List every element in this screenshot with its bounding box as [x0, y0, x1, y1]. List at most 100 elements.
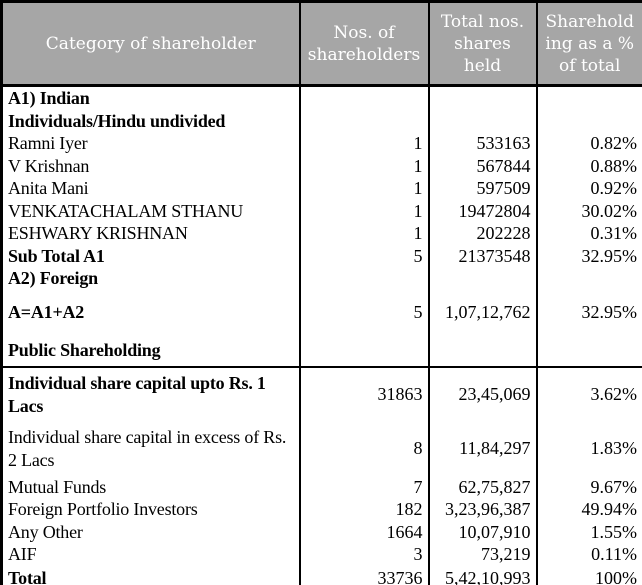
shareholders-cell: 1: [298, 177, 429, 200]
category-cell: Anita Mani: [8, 178, 89, 198]
shares-cell: 23,45,069: [427, 365, 537, 422]
pct-cell: 49.94%: [535, 498, 642, 521]
table-row: V Krishnan 1 567844 0.88%: [2, 154, 642, 177]
table-row: Individual share capital upto Rs. 1 Lacs…: [1, 365, 642, 422]
pct-cell: [535, 109, 642, 132]
category-cell: AIF: [8, 544, 37, 564]
category-cell: Individual share capital upto Rs. 1 Lacs: [1, 365, 300, 422]
shareholders-cell: 182: [298, 498, 429, 521]
shareholders-cell: [298, 335, 429, 367]
shares-cell: [427, 85, 537, 110]
table-row: A=A1+A2 5 1,07,12,762 32.95%: [2, 299, 642, 324]
table-row: Ramni Iyer 1 533163 0.82%: [2, 132, 642, 155]
shareholders-cell: 1: [298, 154, 429, 177]
pct-cell: 32.95%: [535, 244, 642, 267]
col-header-shares-held: Total nos. shares held: [427, 1, 537, 87]
pct-cell: 30.02%: [535, 199, 642, 222]
table-row: Total 33736 5,42,10,993 100%: [2, 565, 642, 585]
pct-cell: [535, 267, 642, 290]
category-cell: Individual share capital in excess of Rs…: [8, 426, 287, 470]
shareholders-cell: 1: [298, 199, 429, 222]
pct-cell: [535, 335, 642, 367]
shareholders-cell: 7: [298, 475, 429, 498]
shares-cell: 202228: [427, 222, 537, 245]
shares-cell: 73,219: [427, 543, 537, 566]
pct-cell: 0.82%: [535, 132, 642, 155]
col-header-category: Category of shareholder: [1, 1, 300, 87]
category-cell: A1) Indian: [8, 88, 90, 108]
shareholders-cell: 1: [298, 222, 429, 245]
table-row: ESHWARY KRISHNAN 1 202228 0.31%: [2, 222, 642, 245]
category-cell: VENKATACHALAM STHANU: [8, 200, 244, 221]
table-row: Public Shareholding: [2, 335, 642, 367]
table-row: A2) Foreign: [2, 267, 642, 290]
pct-cell: 1.83%: [535, 421, 642, 476]
category-cell: A=A1+A2: [8, 302, 85, 322]
pct-cell: 3.62%: [535, 365, 642, 422]
pct-cell: 0.31%: [535, 222, 642, 245]
shares-cell: [427, 267, 537, 290]
shares-cell: 567844: [427, 154, 537, 177]
pct-cell: 0.92%: [535, 177, 642, 200]
pct-cell: [535, 85, 642, 110]
shares-cell: 62,75,827: [427, 475, 537, 498]
shares-cell: 19472804: [427, 199, 537, 222]
category-cell: Foreign Portfolio Investors: [8, 499, 198, 519]
table-row: Any Other 1664 10,07,910 1.55%: [2, 520, 642, 543]
shares-cell: 10,07,910: [427, 520, 537, 543]
shares-cell: 533163: [427, 132, 537, 155]
shareholders-cell: [298, 85, 429, 110]
col-header-shareholding-pct: Sharehold ing as a % of total: [535, 1, 642, 87]
shares-cell: 1,07,12,762: [427, 299, 537, 324]
shares-cell: [427, 109, 537, 132]
shares-cell: [427, 335, 537, 367]
table-row: Individuals/Hindu undivided: [2, 109, 642, 132]
shareholders-cell: 8: [298, 421, 429, 476]
category-cell: Mutual Funds: [8, 476, 107, 497]
shareholders-cell: 5: [298, 299, 429, 324]
category-cell: V Krishnan: [8, 155, 90, 176]
shares-cell: 11,84,297: [427, 421, 537, 476]
category-cell: Individuals/Hindu undivided: [8, 110, 226, 131]
category-cell: Any Other: [8, 521, 83, 542]
pct-cell: 0.11%: [535, 543, 642, 566]
shareholders-cell: [298, 109, 429, 132]
col-header-shareholders: Nos. of shareholders: [298, 1, 429, 87]
spacer-row: [2, 323, 642, 336]
table-body: A1) Indian Individuals/Hindu undivided R…: [1, 85, 642, 585]
table-row: Sub Total A1 5 21373548 32.95%: [2, 244, 642, 267]
pct-cell: 100%: [535, 565, 642, 585]
shareholders-cell: 33736: [298, 565, 429, 585]
category-cell: A2) Foreign: [8, 268, 98, 288]
table-row: Foreign Portfolio Investors 182 3,23,96,…: [2, 498, 642, 521]
category-cell: ESHWARY KRISHNAN: [8, 223, 188, 243]
shares-cell: 5,42,10,993: [427, 565, 537, 585]
table-row: VENKATACHALAM STHANU 1 19472804 30.02%: [2, 199, 642, 222]
table-row: Anita Mani 1 597509 0.92%: [2, 177, 642, 200]
shareholders-cell: [298, 267, 429, 290]
table-header: Category of shareholder Nos. of sharehol…: [1, 1, 642, 87]
pct-cell: 0.88%: [535, 154, 642, 177]
shares-cell: 3,23,96,387: [427, 498, 537, 521]
category-cell: Ramni Iyer: [8, 133, 88, 153]
shareholders-cell: 1: [298, 132, 429, 155]
category-cell: Public Shareholding: [8, 340, 161, 360]
pct-cell: 32.95%: [535, 299, 642, 324]
shares-cell: 597509: [427, 177, 537, 200]
pct-cell: 9.67%: [535, 475, 642, 498]
shareholders-cell: 31863: [298, 365, 429, 422]
header-row: Category of shareholder Nos. of sharehol…: [1, 1, 642, 87]
table-row: Mutual Funds 7 62,75,827 9.67%: [2, 475, 642, 498]
shareholders-cell: 3: [298, 543, 429, 566]
shareholders-cell: 5: [298, 244, 429, 267]
table-row: AIF 3 73,219 0.11%: [2, 543, 642, 566]
category-cell: Sub Total A1: [8, 245, 105, 266]
table-row: A1) Indian: [2, 85, 642, 110]
table-row: Individual share capital in excess of Rs…: [2, 421, 642, 476]
shares-cell: 21373548: [427, 244, 537, 267]
category-cell: Total: [8, 568, 47, 585]
shareholders-cell: 1664: [298, 520, 429, 543]
spacer-row: [2, 289, 642, 300]
